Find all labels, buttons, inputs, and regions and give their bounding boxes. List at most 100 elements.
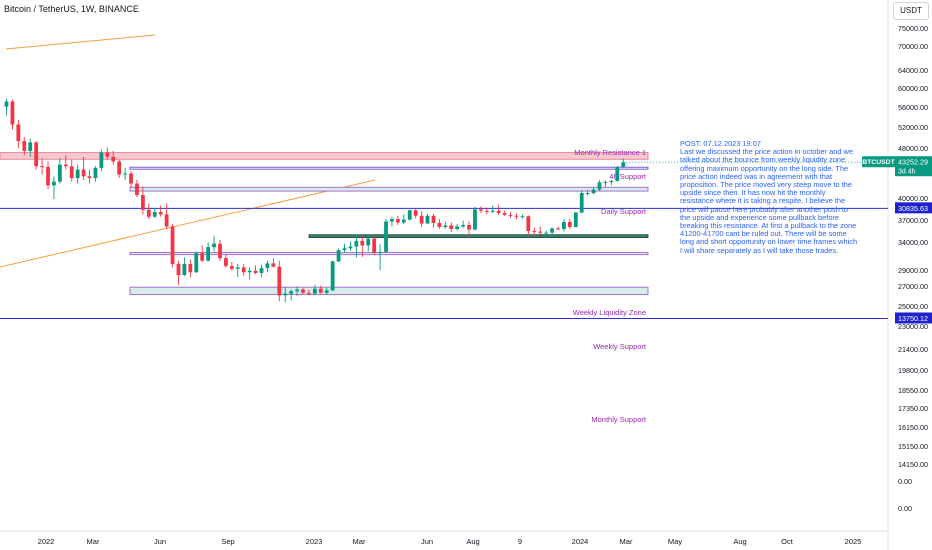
- candle-body: [556, 228, 560, 230]
- candle: [164, 203, 169, 230]
- candle: [158, 205, 163, 217]
- candle-body: [401, 219, 406, 223]
- price-badge: [895, 202, 932, 214]
- candle: [87, 169, 92, 184]
- candle: [224, 254, 228, 268]
- candle-body: [57, 164, 62, 182]
- candle: [461, 220, 466, 228]
- candle: [609, 179, 614, 186]
- x-tick-label: Mar: [620, 537, 633, 546]
- x-tick-label: Jun: [421, 537, 433, 546]
- candle-body: [87, 176, 92, 179]
- x-tick-label: 2022: [38, 537, 55, 546]
- candle: [437, 219, 442, 230]
- x-tick-label: Aug: [466, 537, 479, 546]
- candle-body: [283, 293, 288, 296]
- note-line: Last we discussed the price action in oc…: [680, 147, 853, 157]
- trendline: [0, 179, 376, 268]
- candle-body: [354, 240, 359, 247]
- x-tick-label: 2024: [572, 537, 589, 546]
- candle-body: [4, 101, 9, 107]
- candle: [550, 227, 554, 237]
- y-tick-label: 29000.00: [898, 266, 928, 275]
- currency-button[interactable]: USDT: [893, 2, 929, 20]
- y-axis-labels: 75000.00 70000.00 64000.00 60000.00 56000.00…: [898, 24, 928, 513]
- candle: [28, 138, 33, 157]
- candle-body: [514, 215, 519, 217]
- candle-body: [224, 258, 228, 267]
- candle: [289, 289, 294, 301]
- candle: [443, 221, 448, 229]
- y-tick-label: 75000.00: [898, 24, 928, 33]
- candle-body: [621, 162, 626, 167]
- candle-body: [301, 289, 305, 293]
- candle: [135, 179, 139, 198]
- candle-body: [615, 166, 620, 181]
- candle-body: [390, 219, 394, 222]
- candle: [556, 226, 560, 231]
- candle: [318, 285, 323, 294]
- y-tick-label: 27000.00: [898, 282, 928, 291]
- note-line: talked about the bounce from weekly liqu…: [680, 155, 846, 165]
- candle: [360, 235, 365, 257]
- candle: [484, 207, 489, 215]
- y-tick-label: 0.00: [898, 477, 912, 486]
- y-tick-label: 48000.00: [898, 144, 928, 153]
- candle-body: [123, 173, 127, 175]
- candle-body: [10, 101, 15, 125]
- candle-body: [342, 248, 347, 251]
- candle-body: [253, 270, 258, 273]
- candle-body: [597, 182, 602, 190]
- x-tick-label: Mar: [87, 537, 100, 546]
- candle-body: [229, 266, 234, 269]
- note-line: upside since then. It has now hit the mo…: [680, 188, 826, 198]
- candle: [526, 215, 531, 236]
- candle-body: [443, 225, 448, 227]
- candle-body: [117, 161, 122, 175]
- candle: [40, 158, 44, 175]
- y-tick-label: 21400.00: [898, 345, 928, 354]
- candle-body: [307, 292, 311, 294]
- candle: [170, 223, 175, 268]
- candle-body: [277, 266, 282, 296]
- candles-group: [4, 98, 626, 303]
- candle: [455, 223, 460, 231]
- candle: [401, 214, 406, 224]
- candle-body: [544, 232, 549, 234]
- candle-body: [479, 209, 483, 211]
- candle-body: [146, 209, 151, 217]
- x-tick-label: May: [668, 537, 682, 546]
- zone-label: Weekly Liquidity Zone: [573, 308, 646, 317]
- candle: [34, 141, 39, 170]
- candle-body: [413, 210, 418, 216]
- candle: [431, 213, 436, 228]
- candle-body: [46, 166, 50, 186]
- candle: [75, 164, 80, 184]
- y-tick-label: 17350.00: [898, 404, 928, 413]
- candle-body: [324, 290, 329, 293]
- y-tick-label: 19800.00: [898, 366, 928, 375]
- candle: [449, 222, 454, 233]
- candle: [562, 219, 566, 232]
- note-line: 41200-41700 cant be ruled out. There wil…: [680, 229, 847, 239]
- candle-body: [384, 221, 388, 252]
- candle: [69, 159, 74, 182]
- zone-rect: [129, 166, 649, 170]
- candle: [46, 161, 50, 190]
- candle: [123, 167, 127, 180]
- price-badge-value: 30835.63: [898, 204, 928, 213]
- x-tick-label: Oct: [781, 537, 794, 546]
- candle: [336, 248, 341, 263]
- candle: [573, 212, 578, 228]
- candle: [63, 155, 68, 170]
- candle: [188, 259, 193, 278]
- candle-body: [194, 253, 199, 273]
- candle-body: [526, 216, 531, 232]
- candle: [615, 166, 620, 182]
- note-line: breaking this resistance. At first a pul…: [680, 221, 857, 231]
- candle-body: [330, 261, 335, 291]
- candle: [324, 287, 329, 295]
- candle: [354, 235, 359, 258]
- candle: [253, 265, 258, 275]
